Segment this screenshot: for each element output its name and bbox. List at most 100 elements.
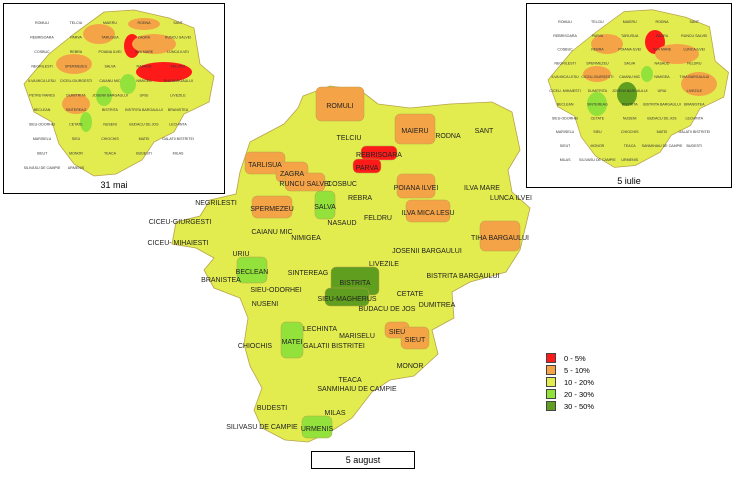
label-budacu-de-jos: BUDACU DE JOS [359, 306, 416, 313]
label-bistrita: BISTRITA [340, 280, 371, 287]
label-silivasu-de-campie: SILIVASU DE CAMPIE [226, 424, 298, 431]
inset_may-label-zagra: ZAGRA [138, 36, 151, 40]
inset_july-label-ilva-mica-lesu: ILVA MICA LESU [551, 75, 579, 79]
region-matei [280, 321, 304, 359]
label-negrilesti: NEGRILESTI [195, 200, 237, 207]
label-josenii-bargaului: JOSENII BARGAULUI [392, 248, 462, 255]
inset_july-label-sant: SANT [690, 20, 700, 24]
inset_july-label-livezile: LIVEZILE [687, 89, 703, 93]
label-uriu: URIU [232, 251, 249, 258]
label-teaca: TEACA [338, 377, 362, 384]
inset_july-label-chiochis: CHIOCHIS [621, 130, 639, 134]
label-runcu-salvei: RUNCU SALVEI [279, 181, 330, 188]
inset_july-label-rebra: REBRA [591, 48, 604, 52]
inset_may-label-rebrisoara: REBRISOARA [30, 36, 54, 40]
label-cosbuc: COSBUC [327, 181, 357, 188]
inset_may-label-nasaud: NASAUD [137, 65, 152, 69]
inset_july-label-rebrisoara: REBRISOARA [553, 34, 577, 38]
inset_july-label-telciu: TELCIU [591, 20, 604, 24]
inset_july-orange-region-3 [681, 72, 717, 96]
inset_may-label-ilva-mica-lesu: ILVA MICA LESU [28, 79, 56, 83]
inset_july-label-salva: SALVA [624, 61, 636, 65]
label-ciceu-mihaiesti: CICEU- MIHAIESTI [147, 240, 208, 247]
label-sieu-odorhei: SIEU-ODORHEI [250, 287, 301, 294]
inset_july-label-mariselu: MARISELU [556, 130, 575, 134]
legend-item-0-5: 0 - 5% [546, 352, 594, 364]
label-sieu: SIEU [389, 329, 405, 336]
label-beclean: BECLEAN [236, 269, 269, 276]
label-salva: SALVA [314, 204, 336, 211]
inset_july-label-rodna: RODNA [656, 20, 670, 24]
region-parva [352, 158, 382, 174]
inset_july-label-parva: PARVA [592, 34, 604, 38]
region-runcu-salvei [284, 172, 326, 192]
inset_may-label-rebra: REBRA [70, 50, 83, 54]
inset_july-orange-region-2 [583, 66, 611, 82]
inset_may-hot-region-1 [136, 62, 192, 82]
inset_july-label-sieut: SIEUT [560, 144, 571, 148]
inset_july-label-silivasu-de-campie: SILIVASU DE CAMPIE [579, 158, 616, 162]
region-salva [314, 190, 336, 220]
label-chiochis: CHIOCHIS [238, 343, 273, 350]
label-bistrita-bargaului: BISTRITA BARGAULUI [427, 273, 500, 280]
inset_may-label-livezile: LIVEZILE [170, 94, 186, 98]
legend-swatch [546, 401, 556, 411]
inset_july-label-poiana-ilvei: POIANA ILVEI [618, 48, 641, 52]
label-cetate: CETATE [397, 291, 424, 298]
label-feldru: FELDRU [364, 215, 392, 222]
inset_may-label-sieu-odorhei: SIEU-ODORHEI [29, 123, 55, 127]
inset_may-orange-region-0 [83, 24, 115, 44]
inset_may-label-nimigea: NIMIGEA [136, 79, 152, 83]
inset_july-label-bistrita-bargaului: BISTRITA BARGAULUI [643, 103, 680, 107]
legend-label: 30 - 50% [564, 401, 595, 411]
region-maieru [394, 113, 436, 145]
inset_may-label-branistea: BRANISTEA [168, 108, 189, 112]
label-sant: SANT [475, 128, 494, 135]
inset_may-orange-region-4 [128, 18, 160, 30]
inset_may-label-galatii-bistritei: GALATII BISTRITEI [162, 137, 194, 141]
label-sanmihaiu-de-campie: SANMIHAIU DE CAMPIE [317, 386, 397, 393]
label-parva: PARVA [356, 165, 379, 172]
inset_may-label-ciceu-giurgesti: CICEU-GIURGESTI [60, 79, 92, 83]
inset_may-label-urmenis: URMENIS [68, 166, 85, 170]
inset_may-orange-region-1 [132, 34, 176, 54]
inset_july-label-monor: MONOR [591, 144, 605, 148]
inset_may-label-cetate: CETATE [69, 123, 83, 127]
region-poiana-ilvei [396, 173, 436, 199]
legend-label: 0 - 5% [564, 353, 586, 363]
label-maieru: MAIERU [401, 128, 428, 135]
region-spermezeu [251, 195, 293, 219]
label-ilva-mare: ILVA MARE [464, 185, 500, 192]
inset-july-svg: ROMULI TELCIU MAIERU RODNA SANT REBRISOARA PAR… [547, 9, 729, 168]
inset_july-label-sieu: SIEU [593, 130, 602, 134]
inset_july-label-sanmihaiu-de-campie: SANMIHAIU DE CAMPIE [642, 144, 683, 148]
label-milas: MILAS [324, 410, 345, 417]
inset_july-label-ciceu-giurgesti: CICEU-GIURGESTI [581, 75, 613, 79]
inset_may-label-poiana-ilvei: POIANA ILVEI [99, 50, 122, 54]
region-sieu-magherus [324, 287, 370, 307]
inset_july-label-budacu-de-jos: BUDACU DE JOS [647, 116, 677, 120]
label-nuseni: NUSENI [252, 301, 279, 308]
label-monor: MONOR [397, 363, 424, 370]
inset_july-label-bistrita: BISTRITA [622, 103, 639, 107]
inset_may-green-region-1 [120, 74, 136, 94]
inset_may-label-bistrita: BISTRITA [102, 108, 119, 112]
inset_may-label-uriu: URIU [140, 94, 149, 98]
inset_july-label-ciceu-mihaiesti: CICEU- MIHAIESTI [549, 89, 580, 93]
inset_may-label-caianu-mic: CAIANU MIC [99, 79, 121, 83]
inset_july-label-galatii-bistritei: GALATII BISTRITEI [678, 130, 710, 134]
inset_may-label-runcu-salvei: RUNCU SALVEI [165, 36, 191, 40]
inset_july-label-lunca-ilvei: LUNCA ILVEI [684, 48, 706, 52]
legend-swatch [546, 377, 556, 387]
inset-may-svg: ROMULI TELCIU MAIERU RODNA SANT REBRISOARA PAR… [23, 9, 215, 177]
inset_may-label-teaca: TEACA [104, 152, 117, 156]
inset-map-31-may: ROMULI TELCIU MAIERU RODNA SANT REBRISOARA PAR… [3, 3, 225, 194]
inset_may-label-sieut: SIEUT [37, 152, 48, 156]
label-dumitrea: DUMITREA [419, 302, 456, 309]
label-matei: MATEI [282, 339, 303, 346]
inset_july-label-tiha-bargaului: TIHA BARGAULUI [679, 75, 709, 79]
inset_may-label-chiochis: CHIOCHIS [101, 137, 119, 141]
legend-item-5-10: 5 - 10% [546, 364, 594, 376]
inset_may-label-ilva-mare: ILVA MARE [135, 50, 154, 54]
legend-label: 10 - 20% [564, 377, 595, 387]
